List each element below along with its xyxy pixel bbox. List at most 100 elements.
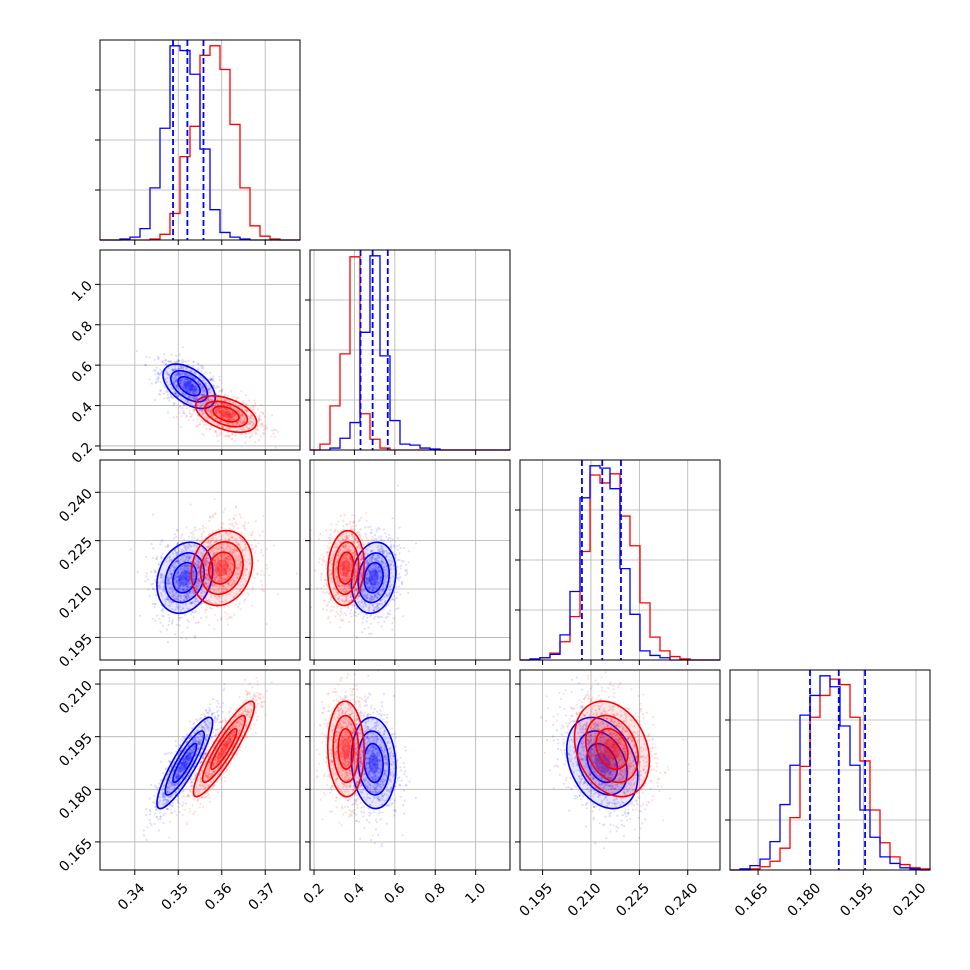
scatter-point-red — [232, 578, 235, 581]
scatter-point-red — [223, 553, 226, 556]
scatter-point-blue — [179, 610, 182, 613]
scatter-point-red — [202, 560, 205, 563]
scatter-point-blue — [157, 357, 160, 360]
scatter-point-red — [239, 584, 242, 587]
scatter-point-red — [231, 433, 234, 436]
scatter-point-red — [228, 414, 231, 417]
scatter-point-red — [243, 418, 246, 421]
scatter-point-blue — [164, 390, 167, 393]
scatter-point-red — [224, 573, 227, 576]
scatter-point-blue — [194, 563, 197, 566]
scatter-point-red — [207, 416, 210, 419]
scatter-point-blue — [165, 582, 169, 585]
scatter-point-blue — [180, 379, 184, 382]
scatter-point-red — [228, 568, 231, 571]
scatter-point-red — [206, 397, 209, 400]
scatter-point-blue — [202, 386, 205, 389]
scatter-point-red — [224, 398, 227, 401]
scatter-point-red — [192, 410, 195, 413]
scatter-point-red — [257, 542, 260, 545]
scatter-point-blue — [176, 551, 179, 555]
scatter-point-blue — [150, 570, 153, 574]
scatter-point-blue — [194, 610, 198, 613]
scatter-point-blue — [192, 382, 195, 385]
scatter-point-red — [239, 608, 242, 611]
scatter-point-red — [226, 394, 229, 397]
scatter-point-red — [209, 567, 212, 570]
scatter-point-blue — [210, 379, 213, 382]
scatter-point-red — [219, 573, 222, 576]
scatter-point-red — [194, 399, 197, 402]
scatter-point-red — [239, 562, 242, 565]
scatter-point-blue — [169, 387, 172, 390]
scatter-point-blue — [159, 817, 162, 821]
scatter-point-blue — [198, 381, 201, 384]
scatter-point-blue — [191, 403, 194, 406]
scatter-point-blue — [184, 384, 187, 387]
scatter-point-red — [253, 568, 256, 571]
scatter-point-blue — [169, 604, 172, 608]
scatter-point-blue — [159, 586, 162, 589]
scatter-point-red — [208, 412, 211, 415]
scatter-point-blue — [175, 379, 178, 382]
scatter-point-red — [204, 569, 207, 572]
scatter-point-red — [202, 530, 205, 533]
scatter-point-red — [182, 801, 185, 804]
scatter-point-red — [240, 405, 243, 408]
scatter-point-red — [217, 568, 220, 571]
scatter-point-red — [180, 415, 183, 418]
scatter-point-blue — [171, 619, 174, 622]
scatter-point-blue — [198, 403, 201, 406]
scatter-point-blue — [172, 594, 175, 597]
scatter-point-red — [259, 425, 262, 428]
scatter-point-red — [225, 556, 228, 559]
scatter-point-red — [251, 586, 254, 589]
scatter-point-blue — [176, 606, 179, 609]
scatter-point-red — [205, 608, 208, 611]
scatter-point-red — [221, 588, 224, 591]
scatter-point-blue — [179, 595, 183, 598]
scatter-point-blue — [161, 607, 164, 610]
scatter-point-blue — [202, 367, 205, 370]
scatter-point-red — [201, 566, 204, 569]
scatter-point-red — [207, 578, 210, 581]
scatter-point-blue — [150, 382, 153, 385]
scatter-point-red — [231, 552, 234, 555]
scatter-point-blue — [205, 583, 208, 586]
scatter-point-red — [228, 401, 231, 404]
scatter-point-red — [213, 393, 216, 396]
scatter-point-red — [253, 576, 256, 579]
scatter-point-blue — [193, 537, 196, 540]
scatter-point-blue — [183, 384, 186, 387]
scatter-point-blue — [182, 585, 185, 588]
scatter-point-blue — [194, 600, 197, 603]
scatter-point-blue — [182, 365, 185, 368]
scatter-point-blue — [184, 573, 187, 576]
scatter-point-red — [219, 411, 222, 415]
scatter-point-red — [259, 418, 262, 421]
scatter-point-blue — [184, 802, 188, 805]
scatter-point-red — [218, 572, 221, 575]
scatter-point-red — [203, 560, 206, 563]
scatter-panel-3-0 — [99, 669, 301, 871]
scatter-point-red — [185, 593, 188, 596]
scatter-point-red — [226, 412, 229, 416]
scatter-point-blue — [175, 354, 178, 357]
scatter-point-blue — [197, 379, 200, 382]
scatter-point-blue — [165, 363, 168, 366]
scatter-point-red — [215, 570, 219, 574]
scatter-point-blue — [192, 384, 195, 387]
scatter-point-blue — [201, 365, 204, 368]
scatter-point-red — [219, 564, 222, 567]
scatter-point-red — [236, 422, 239, 425]
scatter-point-blue — [183, 554, 186, 557]
scatter-point-red — [224, 435, 227, 438]
scatter-point-red — [235, 505, 238, 508]
scatter-point-blue — [149, 822, 152, 825]
scatter-point-red — [217, 410, 221, 413]
scatter-point-red — [234, 414, 237, 417]
scatter-point-blue — [168, 560, 171, 563]
scatter-point-red — [228, 592, 231, 595]
scatter-point-blue — [167, 808, 170, 811]
scatter-point-red — [202, 412, 205, 415]
